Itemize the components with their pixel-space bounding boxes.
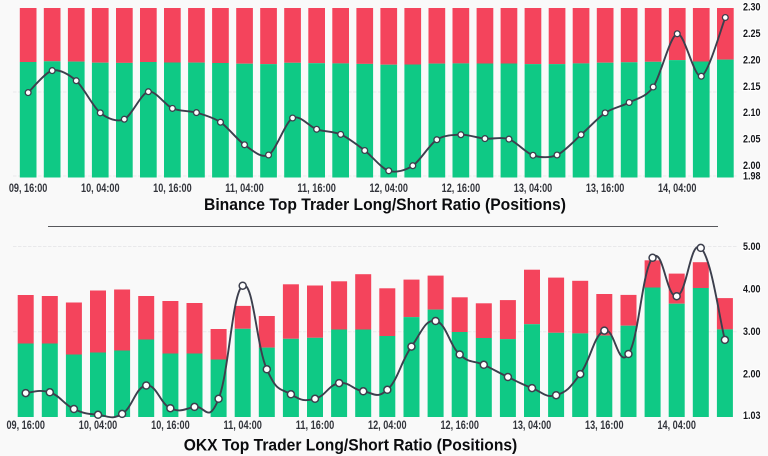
svg-text:2.15: 2.15: [743, 81, 761, 93]
svg-text:10, 04:00: 10, 04:00: [81, 181, 120, 195]
svg-text:11, 16:00: 11, 16:00: [296, 418, 335, 432]
svg-text:11, 04:00: 11, 04:00: [225, 181, 264, 195]
svg-text:09, 16:00: 09, 16:00: [9, 181, 48, 195]
svg-text:12, 04:00: 12, 04:00: [368, 418, 407, 432]
svg-text:2.20: 2.20: [743, 54, 761, 66]
svg-text:10, 16:00: 10, 16:00: [153, 181, 192, 195]
svg-text:09, 16:00: 09, 16:00: [6, 418, 45, 432]
svg-text:12, 16:00: 12, 16:00: [440, 418, 479, 432]
svg-text:Binance Top Trader Long/Short: Binance Top Trader Long/Short Ratio (Pos…: [204, 195, 566, 214]
svg-text:1.98: 1.98: [743, 171, 761, 183]
svg-text:OKX Top Trader Long/Short Rati: OKX Top Trader Long/Short Ratio (Positio…: [184, 436, 518, 455]
svg-text:2.00: 2.00: [743, 160, 761, 172]
svg-text:14, 04:00: 14, 04:00: [658, 181, 697, 195]
svg-text:11, 04:00: 11, 04:00: [223, 418, 262, 432]
svg-text:5.00: 5.00: [743, 241, 761, 253]
svg-text:3.00: 3.00: [743, 326, 761, 338]
svg-text:12, 04:00: 12, 04:00: [369, 181, 408, 195]
svg-text:2.05: 2.05: [743, 134, 761, 146]
svg-text:14, 04:00: 14, 04:00: [657, 418, 696, 432]
svg-text:2.25: 2.25: [743, 28, 761, 40]
svg-text:10, 16:00: 10, 16:00: [151, 418, 190, 432]
svg-text:2.30: 2.30: [743, 2, 761, 14]
svg-text:13, 16:00: 13, 16:00: [586, 181, 625, 195]
svg-text:2.00: 2.00: [743, 368, 761, 380]
svg-text:13, 04:00: 13, 04:00: [513, 418, 552, 432]
svg-text:1.03: 1.03: [743, 410, 761, 422]
svg-text:10, 04:00: 10, 04:00: [79, 418, 118, 432]
svg-text:4.00: 4.00: [743, 283, 761, 295]
svg-text:2.10: 2.10: [743, 107, 761, 119]
svg-text:13, 16:00: 13, 16:00: [585, 418, 624, 432]
svg-text:12, 16:00: 12, 16:00: [442, 181, 481, 195]
svg-text:13, 04:00: 13, 04:00: [514, 181, 553, 195]
svg-text:11, 16:00: 11, 16:00: [297, 181, 336, 195]
